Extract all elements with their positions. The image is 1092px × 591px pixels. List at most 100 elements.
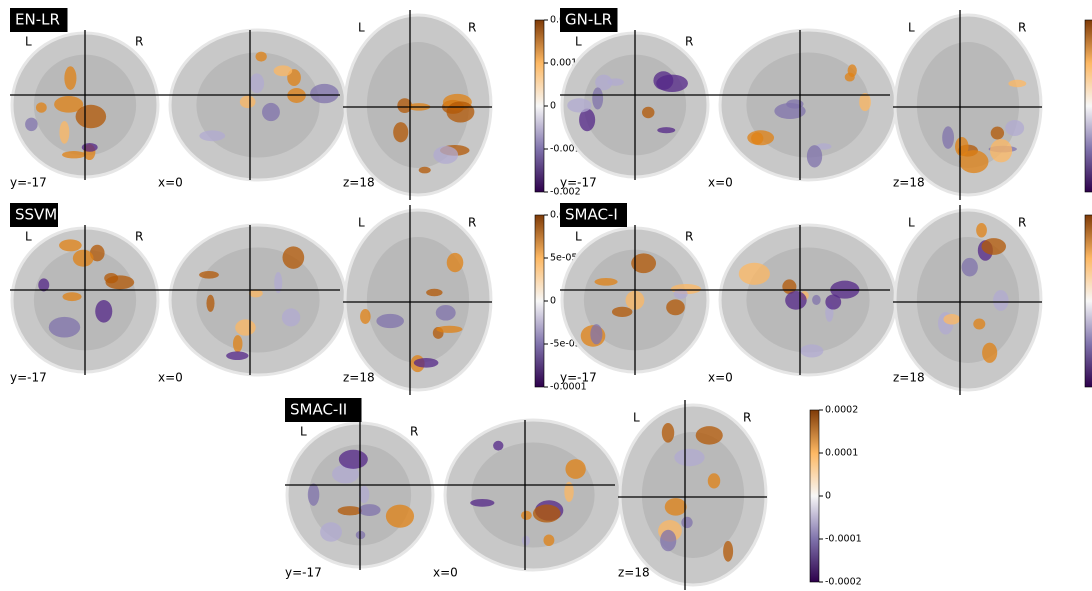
coordinate-label: y=-17 [285,566,322,580]
activation-blob [521,511,532,520]
activation-blob [360,309,371,324]
orientation-label: R [468,216,476,230]
activation-blob [982,343,997,363]
orientation-label: L [633,411,640,425]
orientation-label: R [685,230,693,244]
activation-blob [240,96,256,108]
activation-blob [199,130,225,141]
activation-blob [825,294,841,309]
panel: SSVMLRLRy=-17x=0z=180.00015e-050-5e-05-0… [10,203,587,395]
activation-blob [543,534,554,546]
brain-inner [746,248,869,353]
activation-blob [594,278,617,286]
activation-blob [262,103,280,121]
activation-blob [386,505,414,528]
activation-blob [36,102,47,112]
panel-title: SMAC-II [290,401,347,419]
colorbar [810,410,819,582]
activation-blob [436,305,456,321]
activation-blob [73,250,94,267]
colorbar-tick-label: 0.0002 [825,405,858,416]
activation-blob [62,292,81,301]
activation-blob [282,308,300,326]
activation-blob [393,122,408,142]
coordinate-label: x=0 [158,371,183,385]
coordinate-label: y=-17 [560,176,597,190]
activation-blob [565,459,585,479]
activation-blob [358,504,380,516]
activation-blob [256,52,267,62]
coordinate-label: y=-17 [10,176,47,190]
activation-blob [433,146,458,164]
activation-blob [82,143,98,152]
orientation-label: L [908,21,915,35]
panel-title: EN-LR [15,11,60,29]
activation-blob [49,317,80,338]
colorbar [535,20,544,192]
orientation-label: L [300,425,307,439]
activation-blob [656,75,688,92]
coordinate-label: x=0 [708,371,733,385]
activation-blob [470,499,494,507]
orientation-label: R [135,35,143,49]
activation-blob [338,506,362,515]
orientation-label: R [743,411,751,425]
activation-blob [962,258,978,277]
coordinate-label: x=0 [158,176,183,190]
activation-blob [660,530,676,552]
coordinate-label: z=18 [343,176,375,190]
activation-blob [942,126,954,149]
coordinate-label: x=0 [708,176,733,190]
activation-blob [751,132,763,144]
activation-blob [76,105,107,128]
coordinate-label: z=18 [618,566,650,580]
activation-blob [376,314,404,328]
colorbar-tick-label: 0 [550,101,556,112]
activation-blob [320,522,342,542]
activation-blob [59,121,69,144]
activation-blob [1005,120,1024,136]
activation-blob [845,73,855,82]
activation-blob [859,93,871,111]
activation-blob [436,326,462,333]
activation-blob [233,335,243,352]
activation-blob [982,238,1006,255]
activation-blob [708,473,720,488]
coordinate-label: z=18 [343,371,375,385]
activation-blob [991,127,1004,140]
coordinate-label: z=18 [893,176,925,190]
orientation-label: L [575,230,582,244]
activation-blob [812,295,821,305]
orientation-label: R [1018,216,1026,230]
activation-blob [696,426,723,444]
activation-blob [665,498,687,516]
activation-blob [959,150,988,173]
panel-title: SSVM [15,206,57,224]
activation-blob [339,450,368,469]
activation-blob [533,505,561,523]
panel-title: SMAC-I [565,206,618,224]
activation-blob [226,351,248,360]
activation-blob [785,291,807,310]
activation-blob [95,300,112,323]
activation-blob [64,66,76,90]
activation-blob [993,290,1009,311]
panel: SMAC-ILRLRy=-17x=0z=180.00020.00010-0.00… [560,203,1092,395]
coordinate-label: x=0 [433,566,458,580]
activation-blob [657,127,675,133]
activation-blob [642,107,654,118]
activation-blob [274,65,293,76]
brain-inner [196,53,319,158]
brain-inner [471,443,594,548]
panel: EN-LRLRLRy=-17x=0z=180.0020.0010-0.001-0… [10,8,581,200]
activation-blob [59,239,82,251]
activation-blob [250,73,264,93]
colorbar-tick-label: 0 [550,296,556,307]
activation-blob [310,84,339,103]
orientation-label: L [25,35,32,49]
activation-blob [739,263,770,285]
activation-blob [723,541,733,562]
activation-blob [414,358,439,368]
colorbar-tick-label: 0.0001 [825,448,858,459]
